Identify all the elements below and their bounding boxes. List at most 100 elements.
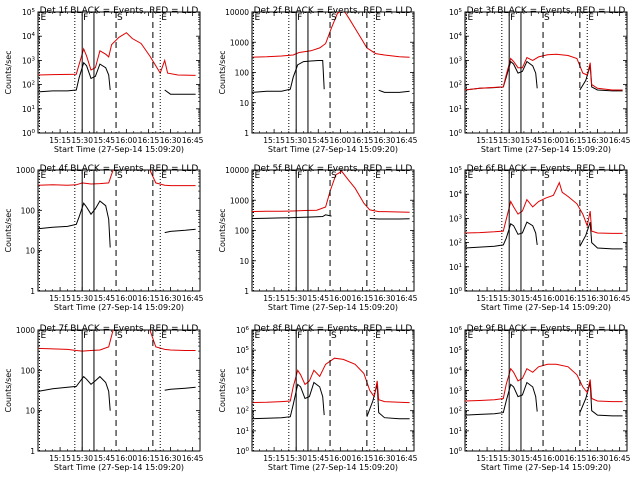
- x-tick-label: 16:30: [374, 454, 396, 463]
- marker-label: F: [510, 171, 515, 181]
- x-tick-label: 16:30: [160, 294, 182, 303]
- x-tick-label: 16:45: [609, 294, 631, 303]
- x-tick-label: 16:30: [374, 294, 396, 303]
- y-tick-label: 100: [449, 129, 463, 138]
- y-tick-label: 105: [449, 166, 463, 175]
- y-tick-label: 104: [22, 32, 36, 41]
- marker-label: E: [467, 171, 473, 181]
- y-tick-label: 101: [449, 263, 462, 272]
- y-tick-label: 103: [449, 387, 463, 396]
- y-tick-label: 101: [449, 105, 462, 114]
- series-line-events: [465, 381, 623, 417]
- x-tick-label: 15:45: [520, 294, 542, 303]
- marker-label: E: [588, 331, 594, 341]
- y-tick-label: 105: [236, 346, 250, 355]
- x-tick-label: 15:45: [520, 454, 542, 463]
- panel-title: Det 4f BLACK = Events, RED = LLD: [40, 164, 199, 174]
- marker-label: F: [297, 331, 302, 341]
- x-tick-label: 15:15: [476, 136, 498, 145]
- plot-frame: [464, 329, 628, 452]
- marker-label: F: [510, 13, 515, 23]
- y-tick-label: 106: [236, 326, 250, 335]
- marker-label: F: [83, 13, 88, 23]
- x-tick-label: 15:45: [520, 136, 542, 145]
- y-tick-label: 10: [25, 247, 35, 256]
- x-tick-label: 16:00: [543, 454, 565, 463]
- y-tick-label: 104: [449, 190, 463, 199]
- y-axis-label: Counts/sec: [218, 50, 227, 94]
- series-line-lld: [38, 32, 196, 76]
- series-line-lld: [252, 357, 410, 404]
- y-axis-label: Counts/sec: [4, 50, 13, 94]
- marker-label: E: [375, 171, 381, 181]
- series-line-lld: [465, 181, 623, 234]
- x-tick-label: 15:15: [476, 454, 498, 463]
- panel-det-8: Det 8f BLACK = Events, RED = LLD 100 101 10…: [218, 324, 418, 472]
- x-tick-label: 16:15: [352, 454, 374, 463]
- panel-det-2: Det 2f BLACK = Events, RED = LLD 1 10 100 10…: [218, 6, 418, 154]
- x-tick-label: 15:30: [498, 136, 520, 145]
- y-tick-label: 100: [449, 447, 463, 456]
- y-tick-label: 10: [239, 99, 249, 108]
- y-axis-label: Counts/sec: [4, 208, 13, 252]
- y-tick-label: 100: [22, 129, 36, 138]
- marker-label: F: [83, 331, 88, 341]
- marker-label: F: [297, 13, 302, 23]
- panel-title: Det 1f BLACK = Events, RED = LLD: [40, 6, 199, 16]
- plot-frame: [251, 11, 415, 134]
- x-tick-label: 15:30: [71, 136, 93, 145]
- x-tick-label: 16:00: [116, 294, 138, 303]
- x-tick-label: 15:45: [307, 454, 329, 463]
- plot-frame: [251, 169, 415, 292]
- x-tick-label: 16:15: [352, 136, 374, 145]
- x-axis-label: Start Time (27-Sep-14 15:09:20): [54, 303, 184, 312]
- marker-label: F: [83, 171, 88, 181]
- x-axis-label: Start Time (27-Sep-14 15:09:20): [268, 145, 398, 154]
- panel-det-5: Det 5f BLACK = Events, RED = LLD 1 10 100 10…: [218, 164, 418, 312]
- marker-label: S: [117, 331, 123, 341]
- y-tick-label: 1: [244, 129, 249, 138]
- x-tick-label: 15:15: [263, 294, 285, 303]
- x-tick-label: 16:15: [138, 294, 160, 303]
- x-tick-label: 16:30: [160, 454, 182, 463]
- x-tick-label: 16:30: [587, 294, 609, 303]
- x-tick-label: 15:30: [285, 454, 307, 463]
- x-tick-label: 15:45: [93, 136, 115, 145]
- plot-frame: [464, 11, 628, 134]
- x-tick-label: 15:15: [49, 454, 71, 463]
- marker-label: E: [467, 331, 473, 341]
- x-tick-label: 16:00: [116, 136, 138, 145]
- y-tick-label: 104: [449, 366, 463, 375]
- panel-det-1: Det 1f BLACK = Events, RED = LLD 100 101 10…: [4, 6, 204, 154]
- y-tick-label: 103: [449, 56, 463, 65]
- y-axis-label: Counts/sec: [218, 208, 227, 252]
- y-tick-label: 1000: [16, 326, 35, 335]
- marker-label: S: [544, 13, 550, 23]
- marker-label: F: [297, 171, 302, 181]
- x-tick-label: 15:15: [49, 294, 71, 303]
- panel-title: Det 9f BLACK = Events, RED = LLD: [467, 324, 626, 334]
- marker-label: F: [510, 331, 515, 341]
- x-tick-label: 15:30: [285, 136, 307, 145]
- x-tick-label: 16:45: [609, 136, 631, 145]
- y-tick-label: 100: [235, 227, 250, 236]
- series-line-events: [465, 221, 623, 250]
- marker-label: S: [331, 13, 337, 23]
- panel-det-9: Det 9f BLACK = Events, RED = LLD 100 101 10…: [449, 324, 631, 472]
- marker-label: S: [544, 331, 550, 341]
- y-tick-label: 10000: [225, 8, 249, 17]
- y-axis-label: Counts/sec: [218, 368, 227, 412]
- x-tick-label: 16:30: [374, 136, 396, 145]
- x-tick-label: 15:15: [476, 294, 498, 303]
- series-line-lld: [252, 12, 410, 58]
- panel-title: Det 5f BLACK = Events, RED = LLD: [254, 164, 413, 174]
- y-tick-label: 1000: [230, 196, 249, 205]
- y-tick-label: 1000: [16, 166, 35, 175]
- marker-label: S: [331, 171, 337, 181]
- marker-label: E: [588, 13, 594, 23]
- panel-title: Det 7f BLACK = Events, RED = LLD: [40, 324, 199, 334]
- x-tick-label: 16:15: [565, 454, 587, 463]
- y-tick-label: 101: [449, 427, 462, 436]
- y-tick-label: 1: [30, 287, 35, 296]
